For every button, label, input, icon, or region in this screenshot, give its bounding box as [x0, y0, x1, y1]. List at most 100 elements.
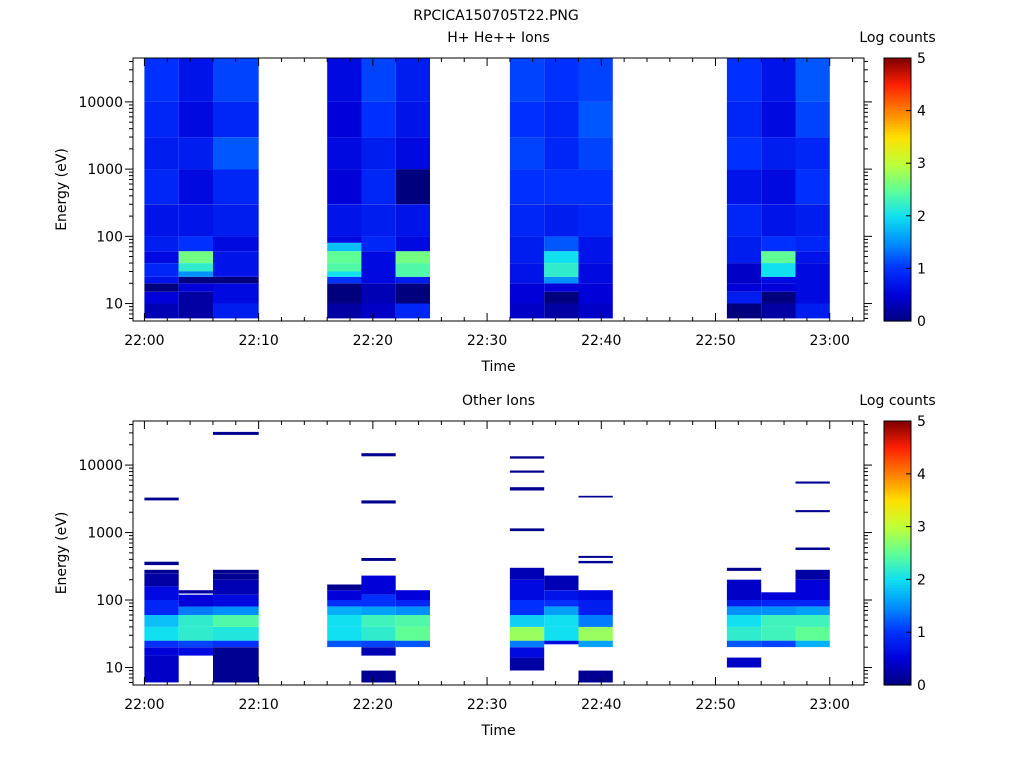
colorbar-step	[884, 421, 911, 425]
y-tick-label: 1000	[87, 162, 123, 178]
colorbar-step	[884, 531, 911, 536]
colorbar-step	[884, 60, 911, 64]
heatmap-cell	[509, 263, 545, 284]
heatmap-cell	[578, 590, 613, 601]
heatmap-cell	[726, 283, 762, 292]
colorbar-step	[884, 202, 911, 206]
heatmap-cell	[578, 236, 613, 263]
colorbar-step	[884, 110, 911, 114]
heatmap-cell	[795, 236, 830, 252]
heatmap-cell	[361, 303, 396, 319]
heatmap-cell	[361, 169, 396, 205]
heatmap-cell	[795, 626, 830, 641]
heatmap-cells	[144, 58, 830, 319]
heatmap-cell	[544, 600, 579, 607]
heatmap-cell	[395, 236, 430, 252]
colorbar-step	[884, 263, 911, 267]
heatmap-cell	[509, 579, 545, 600]
heatmap-cell	[178, 263, 213, 272]
heatmap-cell	[578, 101, 613, 137]
colorbar-step	[884, 428, 911, 433]
heatmap-cell	[213, 101, 259, 137]
colorbar-step	[884, 302, 911, 306]
heatmap-cell	[395, 283, 430, 304]
heatmap-cell	[213, 647, 259, 683]
heatmap-cell	[327, 204, 362, 237]
colorbar-step	[884, 516, 911, 520]
colorbar-step	[884, 221, 911, 225]
heatmap-cell	[327, 137, 362, 170]
colorbar-step	[884, 286, 911, 291]
heatmap-cell	[144, 137, 179, 170]
colorbar-step	[884, 249, 911, 254]
heatmap-cell	[544, 291, 579, 304]
heatmap-cell	[395, 101, 430, 137]
heatmap-cell	[509, 470, 545, 473]
heatmap-cell	[544, 615, 579, 627]
heatmap-cell	[327, 615, 362, 627]
colorbar-step	[884, 629, 911, 633]
colorbar-step	[884, 582, 911, 586]
panel-title: H+ He++ Ions	[447, 30, 550, 46]
colorbar-step	[884, 447, 911, 451]
heatmap-cell	[761, 600, 796, 607]
colorbar-step	[884, 73, 911, 78]
heatmap-cell	[795, 263, 830, 304]
heatmap-cell	[178, 169, 213, 205]
colorbar-step	[884, 613, 911, 617]
colorbar-step	[884, 574, 911, 578]
x-tick-label: 23:00	[810, 333, 850, 349]
colorbar-step	[884, 439, 911, 443]
colorbar-step	[884, 284, 911, 288]
heatmap-cell	[213, 431, 259, 435]
heatmap-cell	[795, 204, 830, 237]
heatmap-cell	[361, 453, 396, 457]
colorbar-step	[884, 558, 911, 562]
colorbar-step	[884, 278, 911, 283]
colorbar-step	[884, 542, 911, 546]
heatmap-cell	[726, 657, 762, 668]
heatmap-cell	[761, 263, 796, 277]
colorbar-tick-label: 0	[917, 314, 926, 330]
heatmap-cell	[509, 204, 545, 237]
heatmap-cell	[144, 640, 179, 648]
colorbar-frame	[883, 57, 912, 322]
colorbar-step	[884, 142, 911, 146]
colorbar-step	[884, 663, 911, 668]
heatmap-cell	[395, 251, 430, 263]
colorbar-step	[884, 194, 911, 198]
panel-title: Other Ions	[462, 393, 535, 409]
colorbar-step	[884, 289, 911, 293]
colorbar-step	[884, 481, 911, 485]
heatmap-cell	[509, 236, 545, 263]
heatmap-cell	[795, 510, 830, 513]
colorbar-step	[884, 68, 911, 72]
heatmap-cell	[178, 647, 213, 656]
colorbar-step	[884, 434, 911, 438]
colorbar-step	[884, 213, 911, 217]
colorbar-step	[884, 200, 911, 204]
heatmap-cell	[144, 586, 179, 600]
heatmap-cell	[761, 101, 796, 137]
colorbar-step	[884, 671, 911, 676]
heatmap-cell	[509, 615, 545, 627]
colorbar-step	[884, 431, 911, 435]
heatmap-cell	[144, 569, 179, 574]
y-tick-label: 10000	[78, 95, 123, 111]
colorbar-step	[884, 655, 911, 660]
heatmap-cell	[761, 204, 796, 237]
heatmap-cell	[327, 58, 362, 102]
y-tick-label: 100	[96, 593, 123, 609]
heatmap-cell	[544, 204, 579, 237]
heatmap-cell	[178, 204, 213, 237]
heatmap-cell	[144, 204, 179, 237]
heatmap-cell	[509, 528, 545, 532]
heatmap-cell	[395, 276, 430, 284]
colorbar-step	[884, 155, 911, 159]
heatmap-cell	[726, 137, 762, 170]
heatmap-cell	[213, 579, 259, 595]
colorbar-step	[884, 168, 911, 172]
colorbar-step	[884, 426, 911, 430]
heatmap-cell	[544, 590, 579, 601]
